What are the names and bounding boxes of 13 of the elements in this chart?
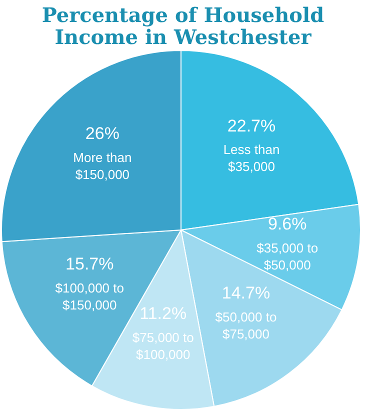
data-label: 26% (85, 124, 120, 144)
slice-label: $75,000 to $100,000 (132, 330, 194, 362)
data-label: 15.7% (66, 254, 114, 274)
chart-title: Percentage of Household Income in Westchester (40, 3, 326, 49)
slice-label: $35,000 to $50,000 (256, 240, 318, 273)
data-label: 14.7% (222, 284, 270, 303)
data-label: 22.7% (227, 116, 276, 136)
slice-label: Less than $35,000 (223, 142, 280, 174)
slice-label: $100,000 to $150,000 (55, 280, 124, 313)
slice-label: More than $150,000 (73, 150, 132, 182)
data-label: 9.6% (268, 214, 307, 234)
slice-label: $50,000 to $75,000 (215, 309, 277, 342)
data-label: 11.2% (140, 304, 187, 323)
